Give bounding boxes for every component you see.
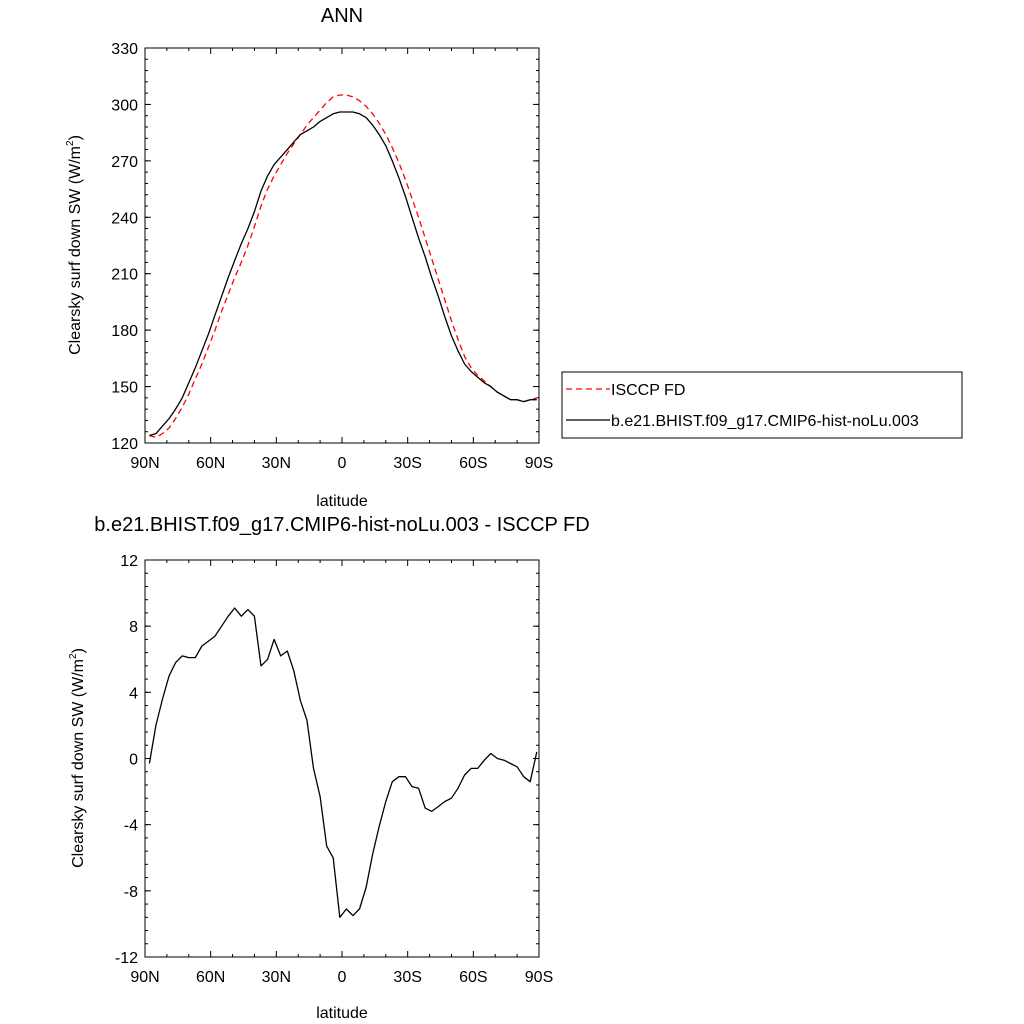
chart-bottom-xlabel: latitude xyxy=(316,1005,368,1022)
top-ytick-label: 330 xyxy=(111,41,138,58)
chart-bottom-ticks xyxy=(144,559,540,958)
chart-bottom-plot-frame xyxy=(144,559,540,958)
bottom-xtick-label: 90S xyxy=(525,969,553,986)
bottom-ytick-label: -8 xyxy=(124,884,138,901)
top-xtick-label: 0 xyxy=(338,455,347,472)
top-ytick-label: 210 xyxy=(111,267,138,284)
top-series-line-0 xyxy=(149,94,537,439)
bottom-xtick-label: 30S xyxy=(393,969,421,986)
bottom-xtick-label: 60S xyxy=(459,969,487,986)
bottom-xtick-label: 0 xyxy=(338,969,347,986)
chart-top-ylabel-sup: 2 xyxy=(65,140,76,146)
bottom-ytick-label: 12 xyxy=(120,553,138,570)
top-ytick-label: 180 xyxy=(111,323,138,340)
chart-bottom-ylabel-main: Clearsky surf down SW (W/m xyxy=(70,659,87,868)
legend-label-isccp: ISCCP FD xyxy=(611,382,685,399)
chart-bottom: b.e21.BHIST.f09_g17.CMIP6-hist-noLu.003 … xyxy=(68,514,590,1022)
top-xtick-label: 60S xyxy=(459,455,487,472)
legend-box xyxy=(561,371,963,439)
chart-top-xtick-labels: 90N 60N 30N 0 30S 60S 90S xyxy=(130,455,553,472)
bottom-xtick-label: 90N xyxy=(130,969,159,986)
chart-top-ytick-labels: 120 150 180 210 240 270 300 330 xyxy=(111,41,138,453)
chart-bottom-ylabel-sup: 2 xyxy=(68,653,79,659)
chart-top-plot-frame xyxy=(144,47,540,444)
top-series-line-1 xyxy=(149,111,537,437)
bottom-ytick-label: 8 xyxy=(129,619,138,636)
legend-label-model: b.e21.BHIST.f09_g17.CMIP6-hist-noLu.003 xyxy=(611,413,919,430)
top-ytick-label: 300 xyxy=(111,97,138,114)
chart-bottom-ylabel-close: ) xyxy=(70,648,87,653)
chart-top-ylabel: Clearsky surf down SW (W/m2) xyxy=(65,135,84,355)
top-ytick-label: 150 xyxy=(111,380,138,397)
chart-top-series xyxy=(149,94,537,439)
top-ytick-label: 120 xyxy=(111,436,138,453)
bottom-ytick-label: 4 xyxy=(129,685,138,702)
chart-bottom-ytick-labels: -12 -8 -4 0 4 8 12 xyxy=(115,553,138,967)
chart-top: ANN 90N 60N 30N 0 30S 60S 90S 120 150 180 210 240 2… xyxy=(65,5,963,510)
bottom-ytick-label: -12 xyxy=(115,950,138,967)
top-xtick-label: 30S xyxy=(393,455,421,472)
chart-bottom-xtick-labels: 90N 60N 30N 0 30S 60S 90S xyxy=(130,969,553,986)
chart-bottom-series xyxy=(148,607,538,918)
chart-bottom-title: b.e21.BHIST.f09_g17.CMIP6-hist-noLu.003 … xyxy=(94,514,589,536)
top-ytick-label: 240 xyxy=(111,210,138,227)
bottom-xtick-label: 30N xyxy=(262,969,291,986)
chart-top-ylabel-close: ) xyxy=(67,135,84,140)
chart-top-legend: ISCCP FD b.e21.BHIST.f09_g17.CMIP6-hist-… xyxy=(561,371,963,439)
chart-top-xlabel: latitude xyxy=(316,493,368,510)
bottom-xtick-label: 60N xyxy=(196,969,225,986)
top-xtick-label: 90S xyxy=(525,455,553,472)
chart-top-ticks xyxy=(144,47,540,444)
top-xtick-label: 30N xyxy=(262,455,291,472)
chart-bottom-ylabel: Clearsky surf down SW (W/m2) xyxy=(68,648,87,868)
top-ytick-label: 270 xyxy=(111,154,138,171)
chart-top-ylabel-main: Clearsky surf down SW (W/m xyxy=(67,146,84,355)
top-xtick-label: 60N xyxy=(196,455,225,472)
chart-top-title: ANN xyxy=(321,5,363,27)
bottom-ytick-label: 0 xyxy=(129,752,138,769)
bottom-series-line-0 xyxy=(148,607,538,918)
bottom-ytick-label: -4 xyxy=(124,818,138,835)
top-xtick-label: 90N xyxy=(130,455,159,472)
